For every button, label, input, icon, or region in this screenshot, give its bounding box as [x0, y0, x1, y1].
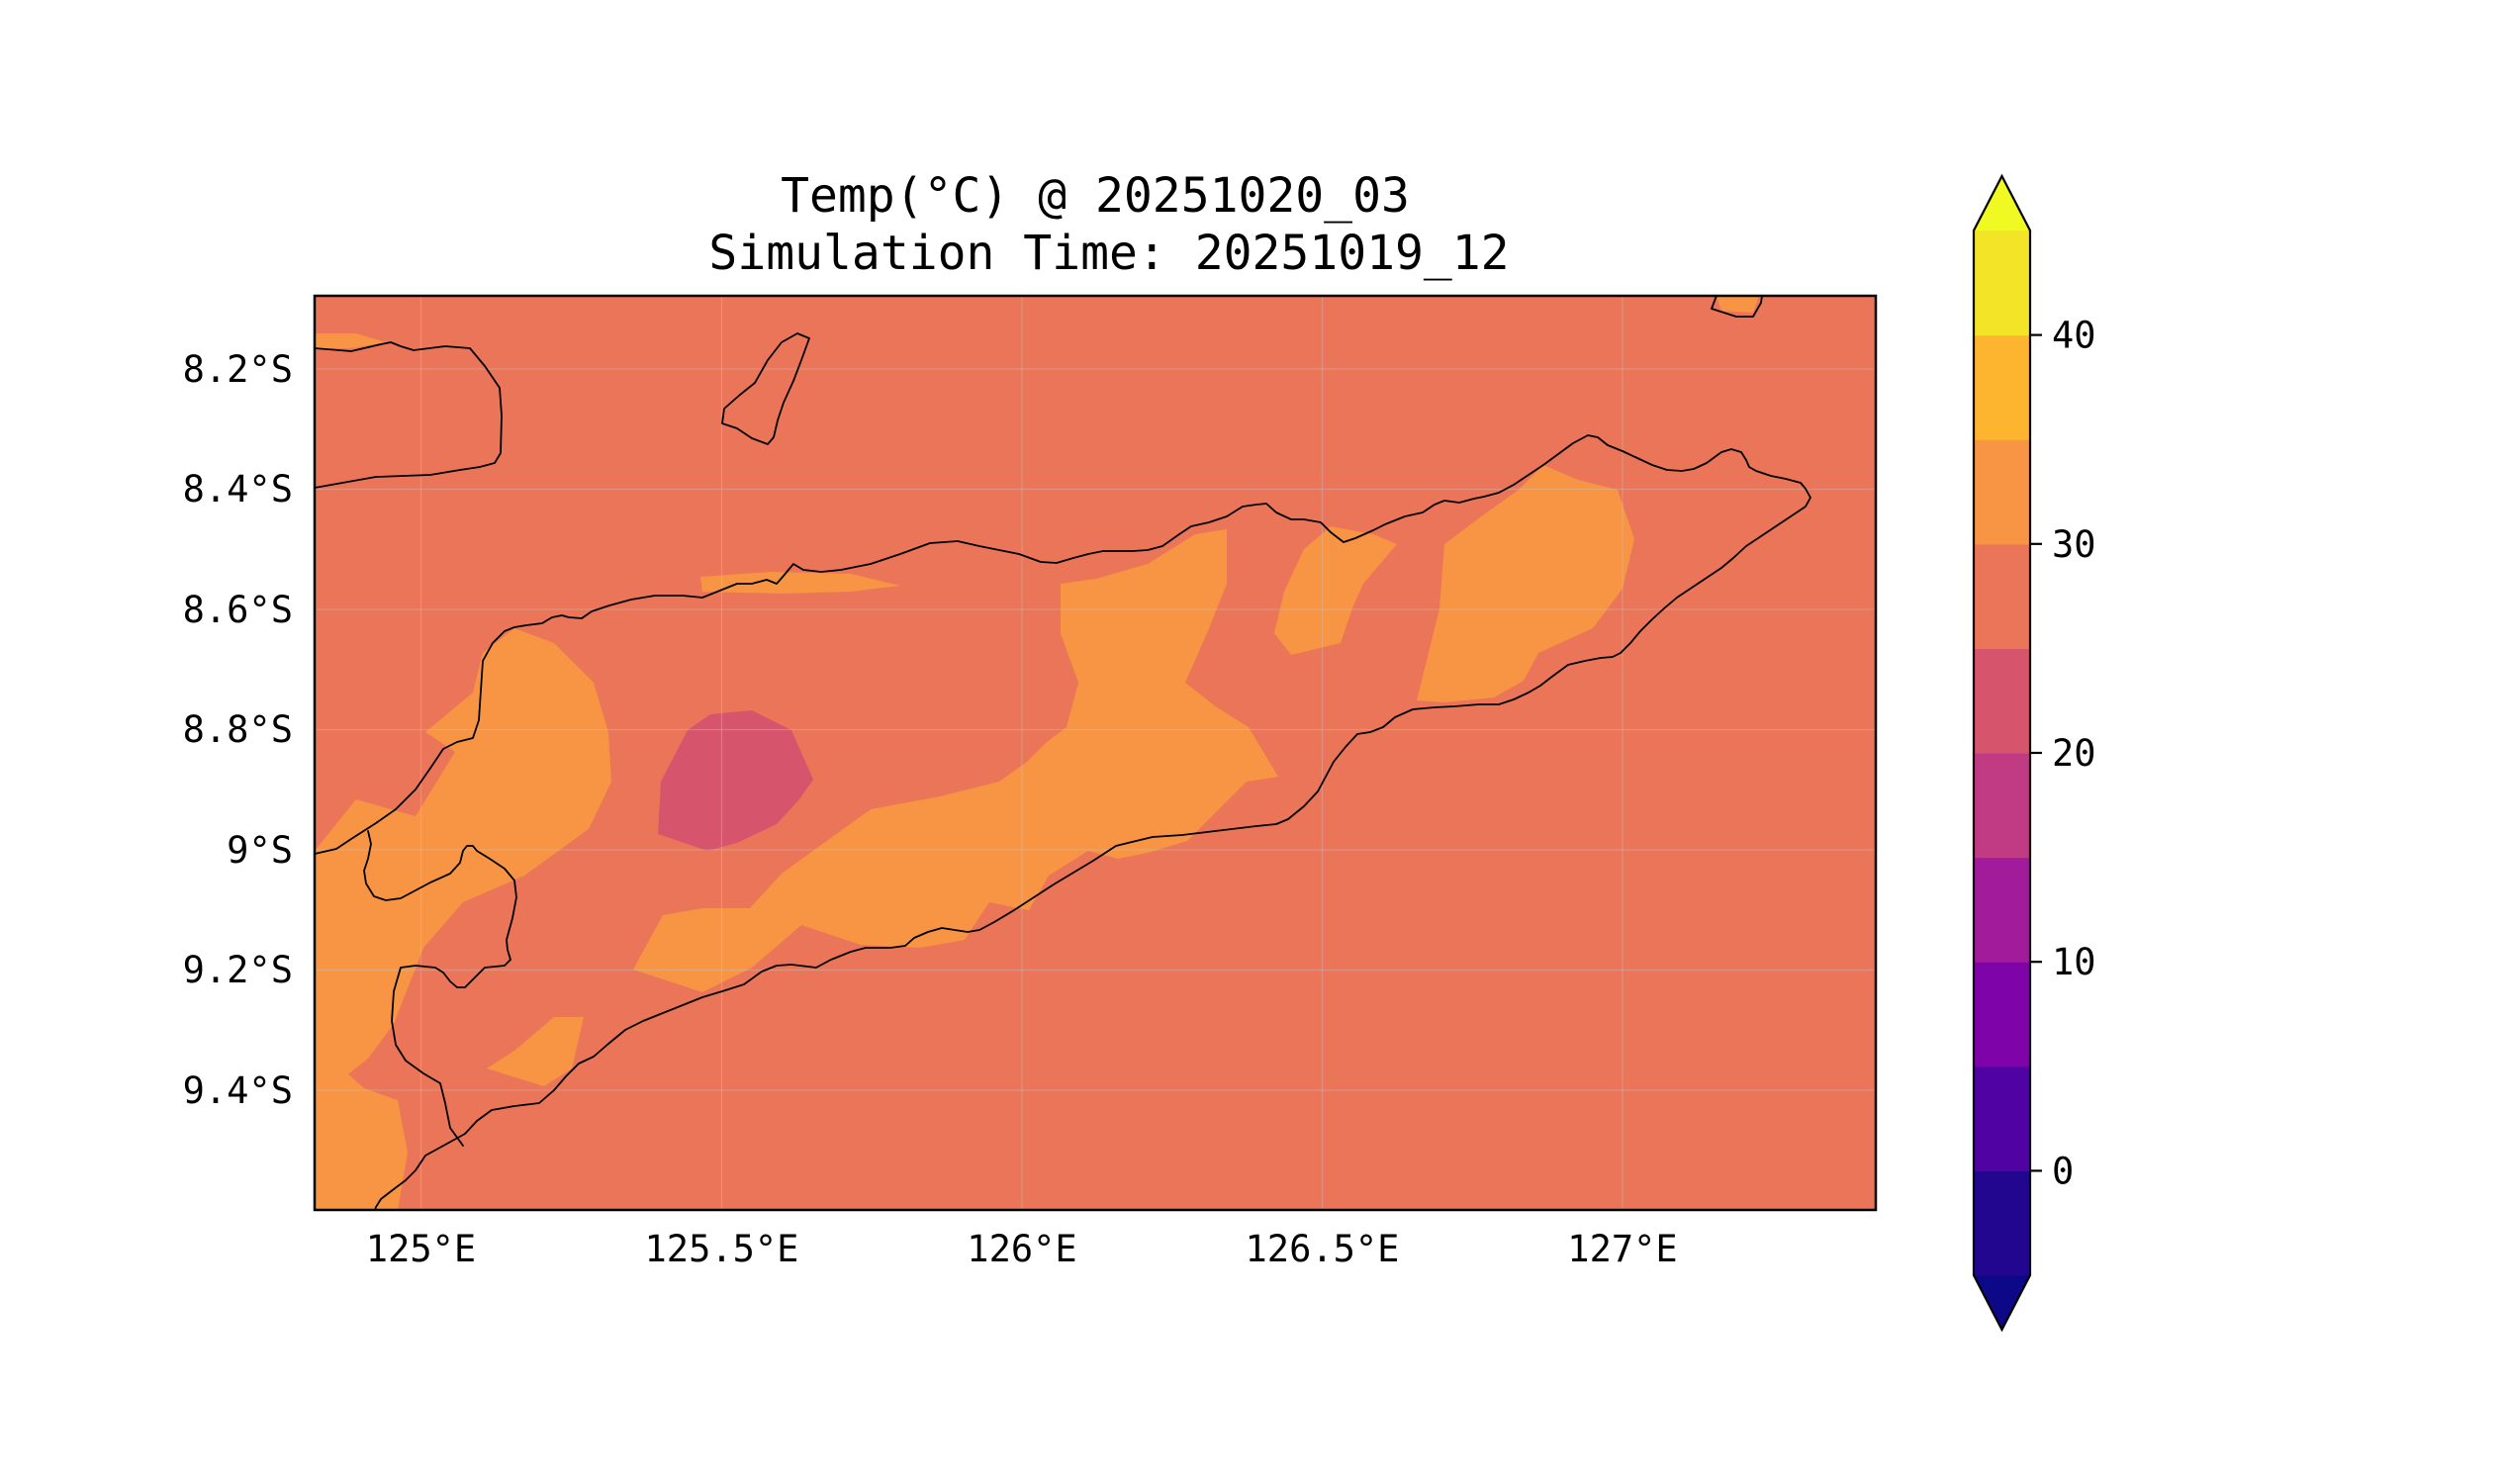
- colorbar-tick-label: 10: [2052, 941, 2096, 983]
- colorbar-segment: [1974, 231, 2030, 336]
- colorbar-segment: [1974, 753, 2030, 859]
- colorbar-segment: [1974, 1170, 2030, 1276]
- colorbar-segment: [1974, 857, 2030, 963]
- colorbar-tick-label: 20: [2052, 732, 2096, 775]
- colorbar-segment: [1974, 648, 2030, 754]
- colorbar-extend-over: [1974, 176, 2030, 231]
- colorbar-extend-under: [1974, 1275, 2030, 1330]
- lat-tick-label: 9°S: [227, 829, 293, 872]
- lat-tick-label: 9.4°S: [183, 1069, 293, 1112]
- colorbar-tick-label: 40: [2052, 315, 2096, 357]
- colorbar-segment: [1974, 1066, 2030, 1171]
- lat-tick-label: 8.2°S: [183, 348, 293, 391]
- longitude-ticks: 125°E 125.5°E 126°E 126.5°E 127°E: [366, 1228, 1678, 1270]
- lat-tick-label: 8.6°S: [183, 589, 293, 631]
- lon-tick-label: 126.5°E: [1246, 1228, 1400, 1270]
- gridlines: [315, 296, 1876, 1210]
- coastlines: [315, 296, 1811, 1210]
- lat-tick-label: 8.4°S: [183, 468, 293, 510]
- temperature-field-30-35: [315, 296, 1759, 1210]
- colorbar-tick-label: 30: [2052, 523, 2096, 566]
- lon-tick-label: 125°E: [366, 1228, 476, 1270]
- temperature-field-20-25: [658, 710, 813, 851]
- colorbar-segment: [1974, 543, 2030, 649]
- colorbar: 0 10 20 30 40: [1972, 173, 2096, 1333]
- lon-tick-label: 125.5°E: [645, 1228, 799, 1270]
- figure-title-line-2: Simulation Time: 20251019_12: [708, 226, 1509, 281]
- lat-tick-label: 8.8°S: [183, 708, 293, 751]
- lon-tick-label: 126°E: [967, 1228, 1076, 1270]
- colorbar-segment: [1974, 439, 2030, 545]
- figure-title-line-1: Temp(°C) @ 20251020_03: [781, 168, 1410, 224]
- map-frame: [313, 294, 1878, 1212]
- lon-tick-label: 127°E: [1567, 1228, 1677, 1270]
- colorbar-segment: [1974, 334, 2030, 440]
- latitude-ticks: 8.2°S 8.4°S 8.6°S 8.8°S 9°S 9.2°S 9.4°S: [183, 348, 293, 1112]
- colorbar-segment: [1974, 962, 2030, 1067]
- lat-tick-label: 9.2°S: [183, 949, 293, 991]
- colorbar-tick-label: 0: [2052, 1150, 2074, 1192]
- map-panel: 125°E 125.5°E 126°E 126.5°E 127°E 8.2°S …: [183, 294, 1878, 1270]
- colorbar-outline: [1972, 173, 2032, 1333]
